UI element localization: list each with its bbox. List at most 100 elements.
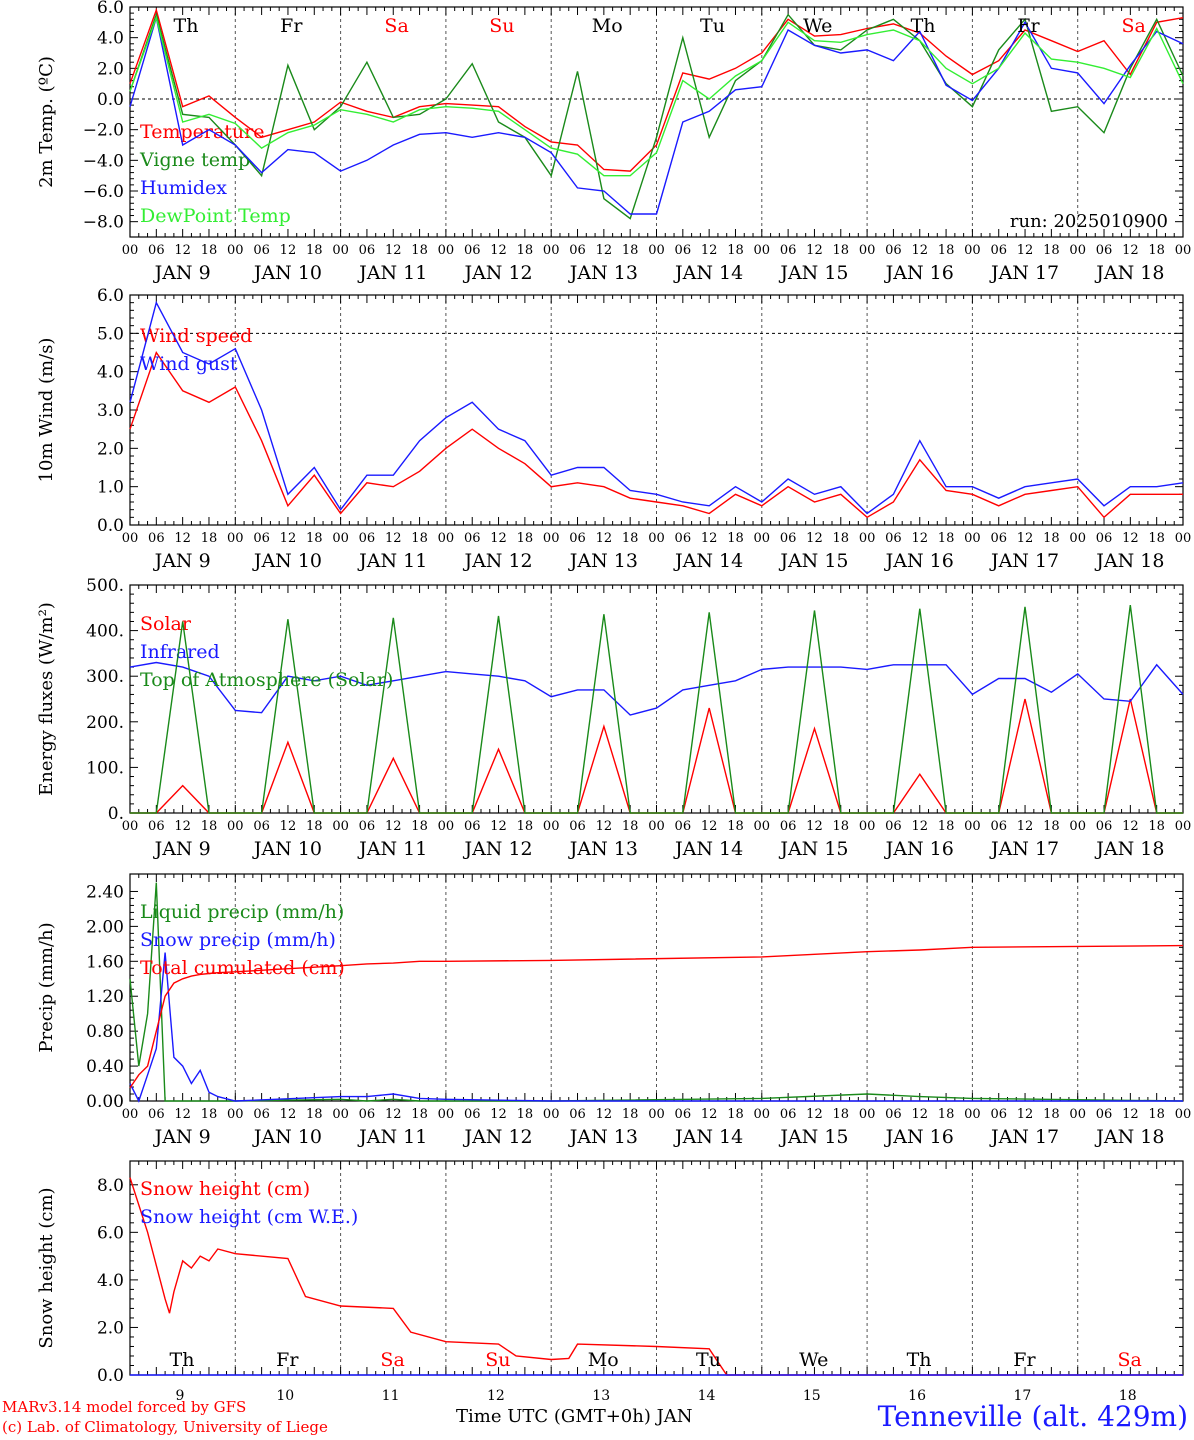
date-label: JAN 15 [778, 838, 848, 860]
hour-label: 06 [675, 243, 692, 258]
y-tick-label: 4.0 [97, 1271, 124, 1291]
hour-label: 12 [911, 819, 928, 834]
date-label: JAN 11 [357, 838, 427, 860]
lab-credit: (c) Lab. of Climatology, University of L… [2, 1418, 328, 1436]
series-line-precip-1 [129, 952, 1183, 1103]
hour-label: 00 [1175, 819, 1192, 834]
date-label: JAN 18 [1094, 550, 1164, 572]
date-label: JAN 14 [673, 262, 743, 284]
hour-label: 00 [543, 243, 560, 258]
series-line-precip-2 [129, 944, 1184, 1089]
date-label: JAN 12 [462, 1126, 532, 1148]
y-tick-label: 5.0 [97, 324, 124, 344]
hour-label: 06 [1096, 819, 1113, 834]
hour-label: 18 [1043, 819, 1060, 834]
hour-label: 06 [464, 819, 481, 834]
date-label: JAN 17 [989, 262, 1059, 284]
hour-label: 18 [1148, 819, 1165, 834]
y-tick-label: 400. [86, 622, 124, 642]
hour-label: 18 [517, 531, 534, 546]
y-tick-label: 6.0 [97, 1223, 124, 1243]
date-label: JAN 16 [884, 550, 954, 572]
hour-label: 12 [1122, 819, 1139, 834]
weekday-label: Th [911, 15, 936, 37]
series-line-wind-1 [129, 300, 1184, 515]
date-label: JAN 13 [568, 838, 638, 860]
y-tick-label: 300. [86, 667, 124, 687]
hour-label: 12 [806, 819, 823, 834]
hour-label: 06 [990, 243, 1007, 258]
hour-label: 00 [1175, 243, 1192, 258]
weekday-label: Fr [280, 15, 303, 37]
hour-label: 00 [332, 819, 349, 834]
weekday-label-bottom: Th [170, 1349, 195, 1371]
hour-label: 06 [990, 531, 1007, 546]
hour-label: 00 [754, 819, 771, 834]
hour-label: 06 [359, 819, 376, 834]
y-axis-label-temp: 2m Temp. (ºC) [36, 56, 57, 188]
hour-label: 18 [938, 1107, 955, 1122]
date-label: JAN 12 [462, 838, 532, 860]
time-axis-label: Time UTC (GMT+0h) JAN [456, 1406, 693, 1427]
hour-label: 12 [596, 1107, 613, 1122]
hour-label: 00 [648, 819, 665, 834]
hour-label: 18 [833, 243, 850, 258]
y-tick-label: 0.00 [86, 1092, 124, 1112]
hour-label: 06 [990, 1107, 1007, 1122]
hour-label: 00 [964, 243, 981, 258]
date-label: JAN 13 [568, 262, 638, 284]
hour-label: 12 [596, 819, 613, 834]
series-line-wind-0 [129, 350, 1183, 519]
hour-label: 06 [885, 819, 902, 834]
weekday-label-bottom: Fr [1013, 1349, 1036, 1371]
weekday-label: Tu [700, 15, 725, 37]
hour-label: 06 [253, 243, 270, 258]
weekday-label-bottom: We [799, 1349, 828, 1371]
date-label: JAN 16 [884, 1126, 954, 1148]
weekday-label-bottom: Sa [1118, 1349, 1142, 1371]
hour-label: 00 [859, 531, 876, 546]
hour-label: 18 [201, 531, 218, 546]
legend-precip-1: Snow precip (mm/h) [140, 929, 336, 951]
date-label: JAN 17 [989, 838, 1059, 860]
hour-label: 12 [1122, 243, 1139, 258]
hour-label: 06 [569, 1107, 586, 1122]
hour-label: 00 [227, 531, 244, 546]
hour-label: 00 [543, 531, 560, 546]
hour-label: 12 [174, 1107, 191, 1122]
date-label: JAN 18 [1094, 262, 1164, 284]
weekday-label: Su [489, 15, 514, 37]
hour-label: 18 [306, 243, 323, 258]
hour-label: 18 [1043, 1107, 1060, 1122]
y-tick-label: 2.40 [86, 882, 124, 902]
hour-label: 12 [174, 819, 191, 834]
hour-label: 18 [201, 819, 218, 834]
hour-label: 00 [1069, 1107, 1086, 1122]
hour-label: 06 [780, 531, 797, 546]
y-tick-label: 0.0 [97, 90, 124, 110]
date-label: JAN 9 [153, 1126, 211, 1148]
hour-label: 06 [359, 243, 376, 258]
hour-label: 00 [438, 1107, 455, 1122]
y-tick-label: 200. [86, 713, 124, 733]
hour-label: 12 [385, 1107, 402, 1122]
hour-label: 00 [1069, 531, 1086, 546]
legend-flux-2: Top of Atmosphere (Solar) [140, 669, 393, 691]
y-tick-label: 100. [86, 758, 124, 778]
hour-label: 00 [438, 531, 455, 546]
date-label: JAN 14 [673, 550, 743, 572]
y-tick-label: 3.0 [97, 401, 124, 421]
hour-label: 00 [332, 1107, 349, 1122]
date-label: JAN 14 [673, 838, 743, 860]
y-tick-label: 0.0 [97, 1366, 124, 1386]
series-line-flux-2 [130, 605, 1183, 814]
series-line-snow-0 [129, 1177, 1183, 1376]
hour-label: 06 [885, 243, 902, 258]
hour-label: 12 [1017, 819, 1034, 834]
date-label: JAN 10 [252, 1126, 322, 1148]
hour-label: 12 [701, 243, 718, 258]
y-tick-label: −4.0 [83, 151, 124, 171]
y-tick-label: 2.00 [86, 917, 124, 937]
hour-label: 18 [622, 1107, 639, 1122]
hour-label: 00 [332, 531, 349, 546]
